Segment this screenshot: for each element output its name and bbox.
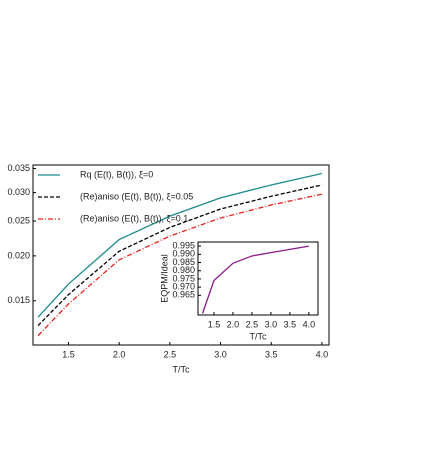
- series-line: [37, 193, 323, 337]
- y-tick-label: 0.985: [172, 257, 195, 267]
- x-tick-label: 1.5: [62, 349, 75, 359]
- legend-label: (Re)aniso (E(t), B(t)), ξ=0.05: [80, 191, 193, 201]
- x-tick-label: 3.0: [214, 349, 227, 359]
- y-tick-label: 0.030: [7, 187, 30, 197]
- y-axis-label: EQPM/Ideal: [159, 254, 169, 303]
- x-tick-label: 4.0: [316, 349, 329, 359]
- x-tick-label: 2.5: [164, 349, 177, 359]
- y-tick-label: 0.990: [172, 249, 195, 259]
- series-line: [201, 245, 309, 314]
- x-tick-label: 4.0: [303, 319, 316, 329]
- y-tick-label: 0.035: [7, 163, 30, 173]
- plot-frame: [32, 164, 330, 346]
- x-tick-label: 3.0: [265, 319, 278, 329]
- y-tick-label: 0.965: [172, 290, 195, 300]
- x-tick-label: 2.0: [227, 319, 240, 329]
- x-tick-label: 2.5: [246, 319, 259, 329]
- y-tick-label: 0.015: [7, 295, 30, 305]
- x-tick-label: 3.5: [265, 349, 278, 359]
- y-tick-label: 0.995: [172, 240, 195, 250]
- x-axis-label: T/Tc: [250, 331, 267, 341]
- y-tick-label: 0.980: [172, 265, 195, 275]
- legend-label: (Re)aniso (E(t), B(t)), ξ=0.1: [80, 213, 188, 223]
- x-axis-label: T/Tc: [173, 364, 190, 374]
- y-tick-label: 0.975: [172, 273, 195, 283]
- legend-label: Rq (E(t), B(t)), ξ=0: [80, 169, 153, 179]
- x-tick-label: 1.5: [208, 319, 221, 329]
- y-tick-label: 0.970: [172, 281, 195, 291]
- inset-background: [198, 242, 318, 315]
- x-tick-label: 3.5: [284, 319, 297, 329]
- x-tick-label: 2.0: [113, 349, 126, 359]
- series-line: [37, 172, 323, 318]
- series-line: [37, 184, 323, 327]
- y-tick-label: 0.020: [7, 250, 30, 260]
- y-tick-label: 0.025: [7, 215, 30, 225]
